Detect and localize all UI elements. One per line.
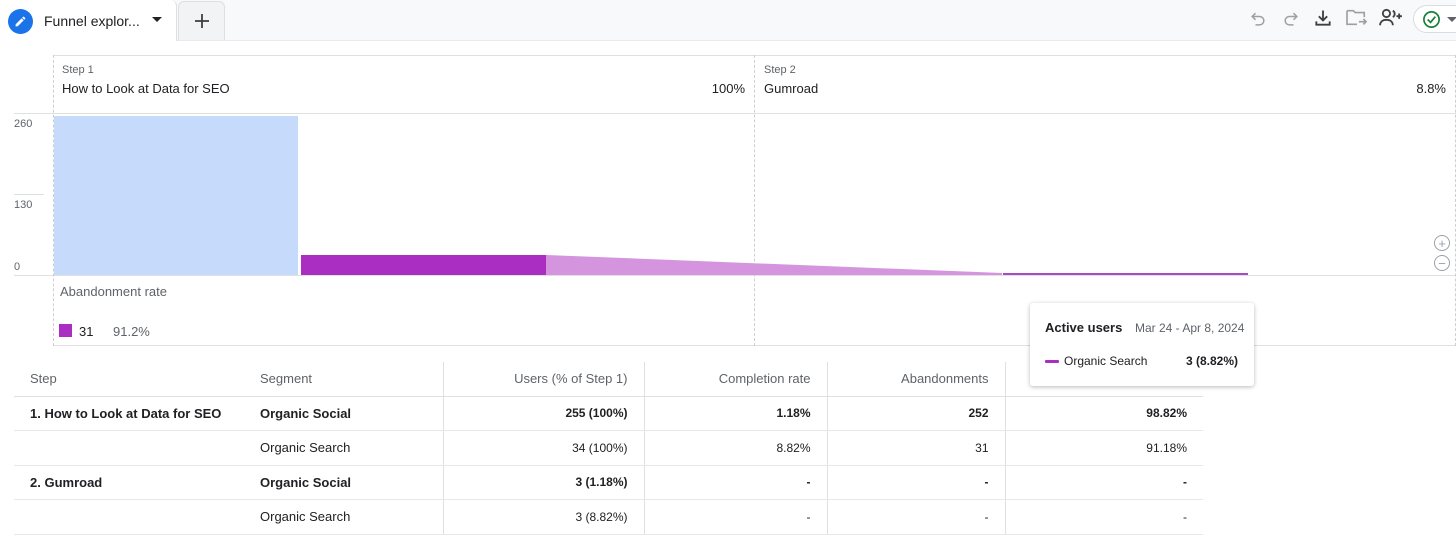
chart-tooltip: Active users Mar 24 - Apr 8, 2024 Organi… — [1030, 303, 1254, 386]
cell-step — [14, 430, 244, 466]
cell-completion: 1.18% — [643, 396, 827, 431]
step-2-percentage: 8.8% — [1416, 81, 1446, 96]
zoom-in-button[interactable]: + — [1434, 235, 1450, 251]
cell-segment: Organic Search — [244, 430, 443, 466]
abandonment-count: 31 — [79, 324, 94, 339]
cell-segment: Organic Search — [244, 499, 443, 535]
cell-abandon-rate: - — [1004, 499, 1203, 535]
y-tick-130: 130 — [14, 199, 33, 211]
cell-completion: - — [643, 499, 827, 535]
table-row: Organic Search 3 (8.82%) - - - — [14, 499, 1203, 535]
bar-step2-organic-search[interactable] — [1003, 273, 1248, 275]
cell-abandon-rate: - — [1004, 465, 1203, 500]
chevron-down-icon[interactable] — [152, 17, 162, 22]
bar-step1-organic-social[interactable] — [54, 116, 298, 275]
cell-step — [14, 499, 244, 535]
abandonment-swatch — [59, 324, 72, 337]
funnel-table: Step Segment Users (% of Step 1) Complet… — [14, 362, 1203, 535]
pencil-icon — [8, 9, 33, 34]
col-header-step[interactable]: Step — [14, 362, 244, 397]
cell-segment: Organic Social — [244, 396, 443, 431]
table-header-row: Step Segment Users (% of Step 1) Complet… — [14, 362, 1203, 397]
cell-abandonments: - — [826, 465, 1005, 500]
y-tick-0: 0 — [14, 261, 21, 273]
col-header-completion-rate[interactable]: Completion rate — [643, 362, 827, 397]
cell-completion: 8.82% — [643, 430, 827, 466]
undo-icon[interactable] — [1245, 6, 1271, 32]
cell-users: 34 (100%) — [442, 430, 644, 466]
flow-organic-search — [546, 255, 1002, 275]
table-row: Organic Search 34 (100%) 8.82% 31 91.18% — [14, 430, 1203, 466]
col-header-abandonments[interactable]: Abandonments — [826, 362, 1005, 397]
cell-step: 2. Gumroad — [14, 465, 244, 500]
step-2-name: Gumroad — [764, 81, 819, 96]
funnel-bars — [54, 116, 1248, 275]
cell-users: 255 (100%) — [442, 396, 644, 431]
download-icon[interactable] — [1310, 5, 1336, 31]
share-user-icon[interactable] — [1378, 5, 1404, 31]
chevron-down-icon — [1447, 17, 1456, 22]
header-divider — [14, 113, 1456, 114]
cell-abandon-rate: 98.82% — [1004, 396, 1203, 431]
cell-step: 1. How to Look at Data for SEO — [14, 396, 244, 431]
exploration-tab[interactable]: Funnel explor... — [0, 0, 177, 41]
tooltip-legend-swatch — [1045, 360, 1059, 363]
cell-abandon-rate: 91.18% — [1004, 430, 1203, 466]
step-2-label: Step 2 — [764, 64, 796, 76]
bar-step1-organic-search[interactable] — [301, 255, 546, 275]
cell-abandonments: 31 — [826, 430, 1005, 466]
tooltip-date-range: Mar 24 - Apr 8, 2024 — [1135, 321, 1245, 335]
plus-icon — [194, 14, 209, 28]
table-row: 2. Gumroad Organic Social 3 (1.18%) - - … — [14, 465, 1203, 500]
abandonment-rate-title: Abandonment rate — [60, 284, 167, 299]
tab-title: Funnel explor... — [44, 13, 140, 29]
col-header-segment[interactable]: Segment — [244, 362, 443, 397]
status-dropdown[interactable] — [1413, 5, 1456, 33]
move-to-folder-icon[interactable] — [1344, 5, 1370, 31]
cell-completion: - — [643, 465, 827, 500]
funnel-chart: 260 130 0 Step 1 How to Look at Data for… — [0, 41, 1456, 346]
baseline — [14, 275, 1456, 276]
step-divider — [754, 55, 755, 346]
add-tab-button[interactable] — [178, 1, 225, 40]
tooltip-value: 3 (8.82%) — [1185, 354, 1238, 368]
tooltip-title: Active users — [1045, 320, 1123, 335]
step-1-percentage: 100% — [711, 81, 745, 96]
abandonment-rate-value: 91.2% — [113, 324, 150, 339]
cell-users: 3 (1.18%) — [442, 465, 644, 500]
col-header-users[interactable]: Users (% of Step 1) — [442, 362, 644, 397]
zoom-out-button[interactable]: − — [1434, 255, 1450, 271]
step-1-label: Step 1 — [62, 64, 94, 76]
cell-segment: Organic Social — [244, 465, 443, 500]
top-bar: Funnel explor... — [0, 0, 1456, 41]
grid-tick — [14, 194, 44, 195]
redo-icon[interactable] — [1278, 6, 1304, 32]
table-row: 1. How to Look at Data for SEO Organic S… — [14, 396, 1203, 431]
cell-abandonments: - — [826, 499, 1005, 535]
check-circle-icon — [1423, 11, 1440, 28]
y-tick-260: 260 — [14, 118, 33, 130]
step-divider — [53, 55, 54, 346]
step-1-name: How to Look at Data for SEO — [62, 81, 230, 96]
tooltip-segment: Organic Search — [1064, 354, 1148, 368]
cell-users: 3 (8.82%) — [442, 499, 644, 535]
cell-abandonments: 252 — [826, 396, 1005, 431]
